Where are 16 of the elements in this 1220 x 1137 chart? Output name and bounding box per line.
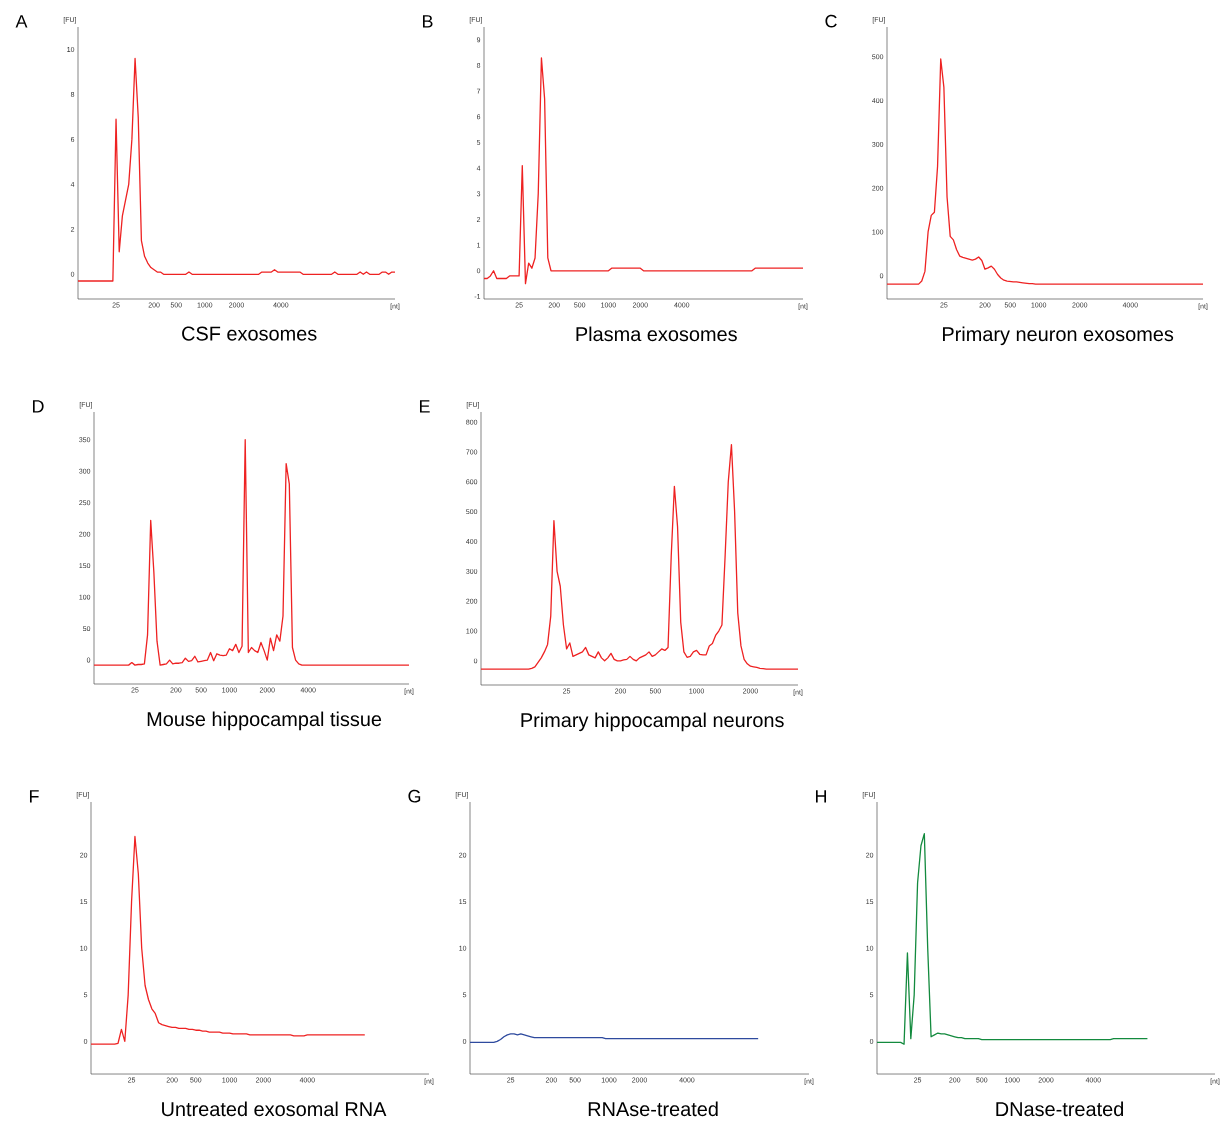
annotation: G [408,789,421,803]
text: DNase-treated [996,1101,1124,1117]
text: Plasma exosomes [576,326,737,342]
text: D [32,400,44,413]
text: F [29,790,39,803]
text: Mouse hippocampal tissue [147,711,382,731]
text: RNAse-treated [588,1101,718,1117]
text: C [825,14,837,28]
text: B [422,15,433,28]
text: A [15,15,28,28]
text: H [816,790,827,803]
text: E [419,400,430,413]
text: Untreated exosomal RNA [162,1101,387,1117]
text: Primary hippocampal neurons [521,712,784,732]
text: Primary neuron exosomes [943,326,1174,346]
text: CSF exosomes [182,326,317,341]
